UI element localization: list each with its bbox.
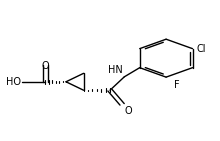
Text: O: O xyxy=(41,61,49,71)
Text: HN: HN xyxy=(108,65,123,75)
Text: F: F xyxy=(174,80,180,90)
Text: HO: HO xyxy=(6,77,21,87)
Text: Cl: Cl xyxy=(197,44,206,54)
Text: O: O xyxy=(124,106,132,116)
